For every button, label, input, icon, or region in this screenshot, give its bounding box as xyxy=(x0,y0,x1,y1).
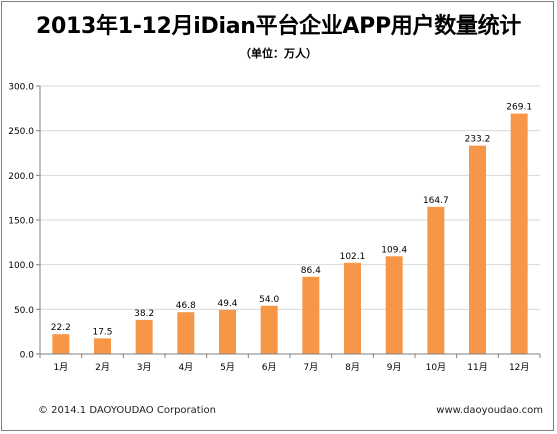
bar xyxy=(427,206,445,354)
data-label: 46.8 xyxy=(176,301,196,311)
y-tick-label: 50.0 xyxy=(14,306,34,316)
bar xyxy=(52,334,70,354)
y-tick-label: 150.0 xyxy=(8,217,34,227)
x-tick-label: 9月 xyxy=(387,362,402,373)
chart-subtitle: （单位：万人） xyxy=(240,47,317,60)
bar xyxy=(510,113,528,354)
chart-title: 2013年1-12月iDian平台企业APP用户数量统计 xyxy=(35,14,521,39)
bars xyxy=(52,113,528,354)
copyright-text: © 2014.1 DAOYOUDAO Corporation xyxy=(38,405,216,416)
x-tick-label: 4月 xyxy=(178,362,193,373)
axes xyxy=(36,85,541,358)
x-tick-label: 3月 xyxy=(137,362,152,373)
data-label: 233.2 xyxy=(465,135,491,145)
bar xyxy=(135,319,153,354)
data-label: 269.1 xyxy=(506,103,532,113)
data-label: 102.1 xyxy=(340,252,366,262)
x-tick-label: 6月 xyxy=(262,362,277,373)
bar xyxy=(177,312,195,354)
labels: 0.0 50.0 100.0 150.0 200.0 250.0 300.0 22.2 1月 17… xyxy=(8,83,532,374)
bar xyxy=(344,262,361,354)
x-tick-label: 1月 xyxy=(53,362,68,373)
gridlines xyxy=(40,85,540,310)
y-tick-label: 200.0 xyxy=(8,172,34,182)
bar xyxy=(260,305,278,354)
data-label: 109.4 xyxy=(381,245,407,255)
bar xyxy=(219,309,236,354)
data-label: 49.4 xyxy=(217,299,237,309)
bar xyxy=(385,256,403,354)
bar xyxy=(94,338,111,354)
bar xyxy=(469,145,486,354)
data-label: 22.2 xyxy=(51,323,71,333)
data-label: 164.7 xyxy=(423,196,449,206)
x-tick-label: 12月 xyxy=(509,362,529,373)
data-label: 54.0 xyxy=(259,295,279,305)
y-tick-label: 250.0 xyxy=(8,127,34,137)
x-tick-label: 5月 xyxy=(220,362,235,373)
y-tick-label: 0.0 xyxy=(20,351,35,361)
x-tick-label: 2月 xyxy=(95,362,110,373)
data-label: 86.4 xyxy=(301,266,321,276)
x-tick-label: 11月 xyxy=(467,362,487,373)
y-tick-label: 100.0 xyxy=(8,261,34,271)
data-label: 38.2 xyxy=(134,309,154,319)
y-tick-label: 300.0 xyxy=(8,83,34,93)
website-link[interactable]: www.daoyoudao.com xyxy=(436,405,543,416)
bar xyxy=(302,276,320,354)
data-label: 17.5 xyxy=(92,327,112,337)
x-tick-label: 10月 xyxy=(426,362,446,373)
x-tick-label: 7月 xyxy=(303,362,318,373)
x-tick-label: 8月 xyxy=(345,362,360,373)
